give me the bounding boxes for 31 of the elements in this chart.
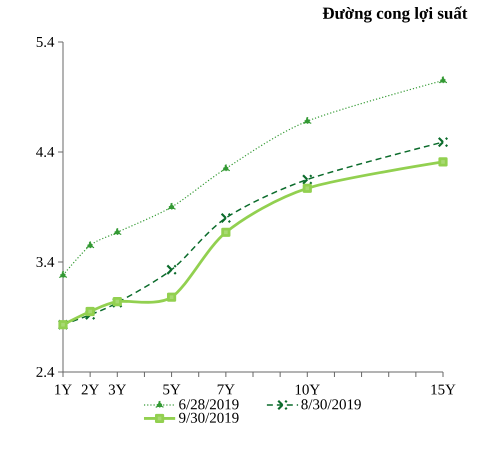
point	[58, 270, 68, 278]
x-tick-label: 3Y	[108, 384, 126, 395]
point	[86, 306, 95, 316]
y-tick-label: 4.4	[36, 146, 54, 158]
y-tick-label: 3.4	[36, 256, 54, 268]
chart-title: Đường cong lợi suất	[322, 6, 468, 22]
point	[303, 116, 312, 124]
point	[86, 240, 94, 248]
point	[438, 76, 448, 84]
x-tick-label: 1Y	[55, 384, 72, 394]
point	[221, 228, 230, 237]
x-tick-label: 10Y	[296, 384, 320, 395]
point	[166, 292, 176, 302]
point	[302, 174, 313, 185]
legend-label: 6/28/2019	[179, 399, 239, 410]
point	[222, 164, 230, 172]
x-tick-label: 2Y	[82, 384, 99, 394]
point	[220, 212, 232, 224]
point	[166, 264, 177, 276]
legend-label: 8/30/2019	[301, 399, 361, 410]
point	[113, 228, 122, 235]
y-tick-label: 5.4	[36, 36, 54, 48]
x-tick-label: 7Y	[218, 384, 235, 394]
x-tick-label: 15Y	[431, 384, 456, 395]
legend-label: 9/30/2019	[179, 412, 239, 423]
point	[168, 202, 176, 210]
point	[438, 157, 448, 166]
point	[438, 136, 448, 148]
point	[302, 184, 312, 193]
y-tick-label: 2.4	[36, 366, 54, 378]
x-tick-label: 5Y	[163, 384, 180, 394]
